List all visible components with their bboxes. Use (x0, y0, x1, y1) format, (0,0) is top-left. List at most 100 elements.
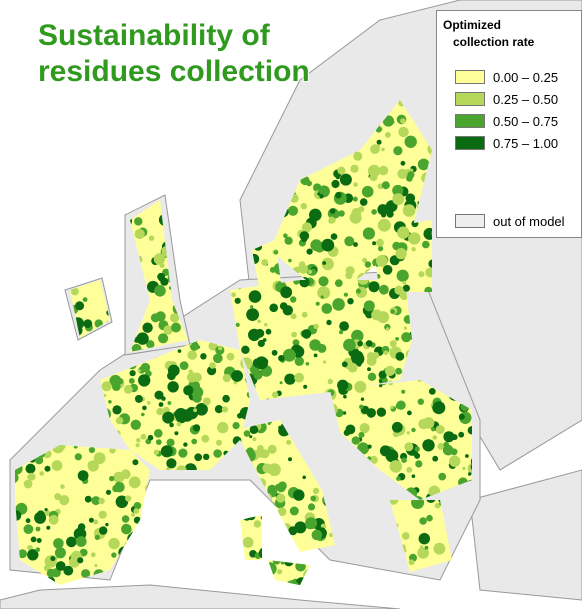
texture-patch (122, 515, 130, 523)
texture-patch (15, 367, 20, 372)
texture-patch (117, 110, 120, 113)
texture-patch (31, 238, 35, 242)
texture-patch (230, 504, 242, 516)
texture-patch (88, 204, 98, 214)
texture-patch (96, 205, 100, 209)
texture-patch (213, 541, 218, 546)
texture-patch (0, 436, 3, 439)
texture-patch (211, 223, 223, 235)
texture-patch (47, 113, 55, 121)
texture-patch (62, 0, 74, 6)
texture-patch (573, 455, 582, 465)
texture-patch (0, 89, 7, 102)
texture-patch (118, 3, 129, 14)
texture-patch (80, 381, 84, 385)
texture-patch (26, 351, 37, 362)
texture-patch (108, 400, 112, 404)
texture-patch (2, 552, 10, 560)
texture-patch (121, 524, 132, 535)
texture-patch (35, 368, 46, 379)
texture-patch (392, 422, 403, 433)
texture-patch (103, 90, 109, 96)
texture-patch (315, 587, 321, 593)
texture-patch (313, 324, 318, 329)
texture-patch (201, 435, 209, 443)
texture-patch (81, 93, 93, 105)
texture-patch (156, 408, 164, 416)
texture-patch (2, 418, 11, 427)
texture-patch (124, 541, 132, 549)
texture-patch (11, 45, 22, 56)
texture-patch (168, 0, 174, 3)
texture-patch (58, 162, 69, 173)
texture-patch (172, 507, 183, 518)
texture-patch (285, 309, 289, 313)
texture-patch (26, 265, 35, 274)
texture-patch (273, 0, 281, 5)
texture-patch (65, 370, 78, 383)
texture-patch (256, 113, 265, 122)
texture-patch (206, 247, 215, 256)
texture-patch (60, 484, 65, 489)
texture-patch (54, 323, 61, 330)
texture-patch (183, 220, 192, 229)
texture-patch (312, 530, 323, 541)
texture-patch (121, 98, 134, 111)
texture-patch (221, 200, 234, 213)
texture-patch (82, 343, 87, 348)
texture-patch (147, 559, 160, 572)
texture-patch (56, 358, 66, 368)
texture-patch (393, 146, 402, 155)
texture-patch (439, 583, 444, 588)
texture-patch (141, 363, 150, 372)
texture-patch (226, 110, 235, 119)
texture-patch (1, 553, 7, 559)
texture-patch (233, 536, 237, 540)
texture-patch (251, 0, 264, 9)
texture-patch (190, 513, 202, 525)
texture-patch (3, 461, 8, 466)
texture-patch (107, 164, 120, 177)
texture-patch (209, 558, 221, 570)
texture-patch (23, 235, 28, 240)
texture-patch (86, 264, 98, 276)
texture-patch (68, 125, 77, 134)
texture-patch (248, 576, 254, 582)
texture-patch (383, 265, 393, 275)
texture-patch (63, 566, 73, 576)
texture-patch (239, 167, 251, 179)
texture-patch (295, 561, 306, 572)
texture-patch (169, 193, 178, 202)
texture-patch (329, 0, 338, 9)
texture-patch (432, 401, 445, 414)
texture-patch (111, 552, 116, 557)
texture-patch (237, 581, 248, 592)
texture-patch (27, 352, 33, 358)
texture-patch (3, 130, 6, 133)
texture-patch (183, 385, 193, 395)
texture-patch (228, 581, 235, 588)
texture-patch (88, 252, 96, 260)
texture-patch (236, 0, 248, 6)
texture-patch (39, 310, 43, 314)
texture-patch (203, 270, 206, 273)
texture-patch (284, 557, 293, 566)
texture-patch (18, 112, 24, 118)
texture-patch (235, 298, 241, 304)
texture-patch (227, 195, 233, 201)
texture-patch (149, 536, 153, 540)
texture-patch (0, 558, 3, 564)
texture-patch (114, 159, 119, 164)
texture-patch (35, 89, 45, 99)
texture-patch (46, 577, 55, 586)
texture-patch (328, 581, 339, 592)
texture-patch (157, 531, 162, 536)
texture-patch (225, 217, 234, 226)
texture-patch (340, 0, 347, 5)
texture-patch (203, 225, 212, 234)
texture-patch (419, 517, 427, 525)
texture-patch (343, 395, 347, 399)
texture-patch (266, 529, 272, 535)
texture-patch (327, 574, 331, 578)
texture-patch (154, 429, 163, 438)
